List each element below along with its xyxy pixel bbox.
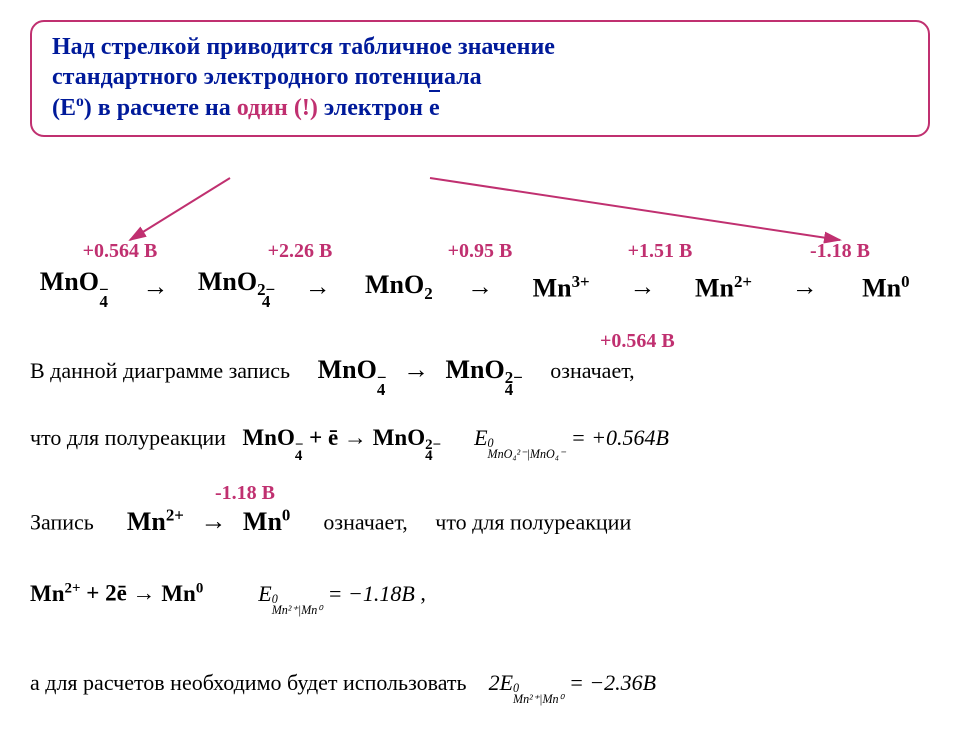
- hr1-eq: E0MnO₄²⁻|MnO₄⁻ = +0.564B: [474, 425, 669, 450]
- hr2-rhs: Mn0: [161, 581, 203, 606]
- hr1-plus-e: + ē →: [303, 425, 372, 450]
- example1-suffix: означает,: [550, 358, 634, 383]
- species-4: Mn3+: [497, 272, 625, 304]
- example2-lhs: Mn2+: [127, 507, 184, 536]
- hr2-eq: E0Mn²⁺|Mn⁰ = −1.18B: [258, 581, 420, 606]
- species-1: MnO−4: [10, 267, 138, 308]
- hr1-rhs: MnO2−4: [373, 425, 441, 450]
- halfreaction2-line: Mn2+ + 2ē → Mn0 E0Mn²⁺|Mn⁰ = −1.18B ,: [30, 580, 930, 616]
- arrow-3: →: [463, 272, 497, 302]
- hr2-plus-e: + 2ē →: [80, 581, 161, 606]
- example2-prefix: Запись: [30, 510, 94, 535]
- arrow-1: →: [138, 272, 172, 302]
- example1-lhs: MnO−4: [318, 355, 387, 384]
- potential-5: -1.18 В: [750, 240, 930, 263]
- header-E-close: ) в расчете на: [84, 95, 237, 121]
- species-5: Mn2+: [659, 272, 787, 304]
- example2-line: Запись Mn2+ → Mn0 означает, что для полу…: [30, 505, 930, 537]
- example1-line: В данной диаграмме запись MnO−4 → MnO2−4…: [30, 355, 930, 396]
- example1-rhs: MnO2−4: [445, 355, 522, 384]
- hr1-prefix: что для полуреакции: [30, 425, 231, 450]
- example1-prefix: В данной диаграмме запись: [30, 358, 290, 383]
- potential-1: +0.564 В: [30, 240, 210, 263]
- hr1-lhs: MnO−4: [242, 425, 303, 450]
- latimer-diagram: +0.564 В +2.26 В +0.95 В +1.51 В -1.18 В…: [0, 240, 960, 308]
- example2-rhs: Mn0: [243, 507, 290, 536]
- header-E-open: (Е: [52, 95, 76, 121]
- arrow-4: →: [625, 272, 659, 302]
- header-line1: Над стрелкой приводится табличное значен…: [52, 34, 555, 60]
- species-2: MnO2−4: [172, 267, 300, 308]
- example2-arrow: →: [200, 507, 226, 536]
- latimer-potentials-row: +0.564 В +2.26 В +0.95 В +1.51 В -1.18 В: [0, 240, 960, 263]
- header-callout: Над стрелкой приводится табличное значен…: [30, 20, 930, 137]
- example1-potential: +0.564 В: [600, 330, 675, 353]
- arrow-2: →: [301, 272, 335, 302]
- header-electron-word: электрон: [318, 95, 429, 121]
- potential-3: +0.95 В: [390, 240, 570, 263]
- header-ebar: е: [429, 93, 440, 123]
- potential-4: +1.51 В: [570, 240, 750, 263]
- hr2-lhs: Mn2+: [30, 581, 80, 606]
- header-line2: стандартного электродного потенциала: [52, 64, 482, 90]
- header-E-sup: о: [76, 93, 84, 110]
- hr2-comma: ,: [420, 581, 426, 606]
- example2-suffix: что для полуреакции: [435, 510, 631, 535]
- potential-2: +2.26 В: [210, 240, 390, 263]
- example2-potential: -1.18 В: [215, 482, 275, 505]
- header-one: один (!): [237, 95, 318, 121]
- footer-text: а для расчетов необходимо будет использо…: [30, 670, 467, 695]
- latimer-species-row: MnO−4 → MnO2−4 → MnO2 → Mn3+ → Mn2+ → Mn…: [0, 267, 960, 308]
- footer-line: а для расчетов необходимо будет использо…: [30, 670, 930, 705]
- example1-arrow: →: [403, 355, 429, 384]
- example2-mid: означает,: [323, 510, 407, 535]
- species-3: MnO2: [335, 270, 463, 304]
- species-6: Mn0: [822, 272, 950, 304]
- halfreaction1-line: что для полуреакции MnO−4 + ē → MnO2−4 E…: [30, 425, 930, 461]
- footer-eq: 2E0Mn²⁺|Mn⁰ = −2.36B: [489, 670, 657, 695]
- arrow-5: →: [788, 272, 822, 302]
